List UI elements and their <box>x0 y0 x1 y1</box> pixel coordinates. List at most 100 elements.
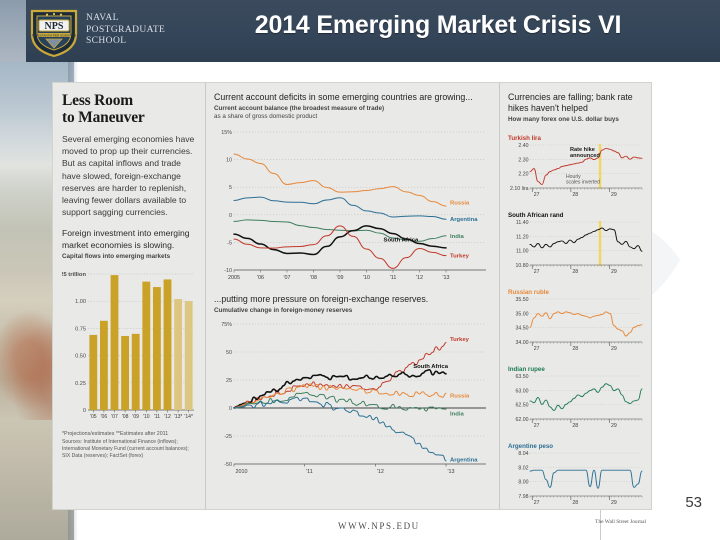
svg-text:29: 29 <box>611 269 617 275</box>
wsj-infographic: Less Room to Maneuver Several emerging e… <box>52 82 653 525</box>
svg-text:27: 27 <box>534 500 540 506</box>
graphic-lede: Several emerging economies have moved to… <box>62 134 195 218</box>
svg-text:11.00: 11.00 <box>516 249 529 255</box>
svg-text:Argentina: Argentina <box>450 458 478 464</box>
svg-text:11.20: 11.20 <box>516 235 529 241</box>
svg-text:'06: '06 <box>257 275 264 281</box>
svg-text:PRAESTANTIA PER SCIENTIAM: PRAESTANTIA PER SCIENTIAM <box>32 33 77 37</box>
wordmark-line-3: SCHOOL <box>86 36 127 46</box>
header-left-notch <box>0 0 26 62</box>
svg-text:South Africa: South Africa <box>384 238 420 244</box>
svg-text:2005: 2005 <box>228 275 240 281</box>
reserves-sub: Cumulative change in foreign-money reser… <box>214 307 353 315</box>
svg-text:28: 28 <box>572 192 578 198</box>
svg-text:Hourly: Hourly <box>566 174 581 180</box>
capital-flows-bar-chart: $1.25 trillion 1.00 0.75 0.50 0.25 0 '05 '06'07… <box>62 264 196 429</box>
current-account-title: Current account deficits in some emergin… <box>214 92 473 102</box>
svg-text:'10: '10 <box>363 275 370 281</box>
wordmark-line-1: NAVAL <box>86 13 119 23</box>
svg-text:0.50: 0.50 <box>75 354 86 360</box>
svg-text:29: 29 <box>611 346 617 352</box>
svg-text:2.10 lira: 2.10 lira <box>510 186 529 192</box>
svg-text:63.50: 63.50 <box>516 374 529 380</box>
svg-text:scales inverted: scales inverted <box>566 180 600 186</box>
svg-text:34.50: 34.50 <box>516 326 529 332</box>
svg-text:$1.25 trillion: $1.25 trillion <box>62 272 86 278</box>
svg-text:'13: '13 <box>442 275 449 281</box>
nps-wordmark: NAVAL POSTGRADUATE SCHOOL <box>86 13 165 48</box>
svg-text:28: 28 <box>572 423 578 429</box>
svg-text:0: 0 <box>229 406 232 412</box>
svg-text:28: 28 <box>572 500 578 506</box>
svg-text:'13: '13 <box>448 469 455 475</box>
svg-text:2.40: 2.40 <box>518 143 528 149</box>
svg-text:Russian ruble: Russian ruble <box>508 289 549 296</box>
svg-text:8.04: 8.04 <box>518 451 528 457</box>
svg-text:'13*: '13* <box>174 414 183 420</box>
wordmark-line-2: POSTGRADUATE <box>86 24 166 35</box>
svg-text:'10: '10 <box>143 414 150 420</box>
svg-text:29: 29 <box>611 423 617 429</box>
svg-text:62.50: 62.50 <box>516 403 529 409</box>
svg-text:'07: '07 <box>283 275 290 281</box>
svg-text:50: 50 <box>226 350 232 356</box>
slide-header: NPS PRAESTANTIA PER SCIENTIAM NAVAL POST… <box>0 0 720 62</box>
svg-text:8.00: 8.00 <box>518 480 528 486</box>
svg-text:10: 10 <box>226 158 232 164</box>
svg-text:'12: '12 <box>377 469 384 475</box>
svg-text:34.00: 34.00 <box>516 340 529 346</box>
svg-text:5: 5 <box>229 185 232 191</box>
svg-text:Turkey: Turkey <box>450 254 470 260</box>
svg-text:'09: '09 <box>336 275 343 281</box>
svg-text:0: 0 <box>83 408 86 414</box>
svg-text:27: 27 <box>534 269 540 275</box>
svg-text:25: 25 <box>226 378 232 384</box>
svg-text:29: 29 <box>611 192 617 198</box>
svg-text:29: 29 <box>611 500 617 506</box>
svg-text:'07: '07 <box>111 414 118 420</box>
reserves-line-chart: 75% 50 25 0 -25 -50 2010 '11 '12 '13 Turkey South A… <box>214 316 491 484</box>
svg-text:2010: 2010 <box>236 469 248 475</box>
svg-text:35.50: 35.50 <box>516 297 529 303</box>
svg-text:0.25: 0.25 <box>75 381 86 387</box>
svg-text:2.30: 2.30 <box>518 158 528 164</box>
svg-text:'08: '08 <box>310 275 317 281</box>
svg-text:8.02: 8.02 <box>518 466 528 472</box>
svg-text:Russia: Russia <box>450 201 470 207</box>
svg-text:10.80: 10.80 <box>516 263 529 269</box>
page-title: 2014 Emerging Market Crisis VI <box>254 11 622 39</box>
graphic-kicker-line1: Less Room <box>62 92 133 109</box>
svg-text:27: 27 <box>534 346 540 352</box>
svg-text:South Africa: South Africa <box>413 364 449 370</box>
svg-text:Indian rupee: Indian rupee <box>508 366 545 373</box>
svg-text:7.98: 7.98 <box>518 494 528 500</box>
svg-text:'11: '11 <box>306 469 313 475</box>
nps-seal-icon: NPS PRAESTANTIA PER SCIENTIAM <box>28 6 80 58</box>
svg-text:0.75: 0.75 <box>75 327 86 333</box>
svg-text:-50: -50 <box>224 462 232 468</box>
graphic-left-column: Less Room to Maneuver Several emerging e… <box>53 83 205 509</box>
current-account-sub-2: as a share of gross domestic product <box>214 113 318 121</box>
currencies-sub: How many forex one U.S. dollar buys <box>508 116 619 124</box>
svg-text:South African rand: South African rand <box>508 212 564 219</box>
capital-flows-footnote: *Projections/estimates **Estimates after… <box>62 431 169 438</box>
svg-text:-25: -25 <box>224 434 232 440</box>
svg-text:1.00: 1.00 <box>75 299 86 305</box>
svg-text:27: 27 <box>534 192 540 198</box>
svg-text:28: 28 <box>572 269 578 275</box>
svg-text:'14*: '14* <box>184 414 193 420</box>
capital-flows-chart-sub: Capital flows into emerging markets <box>62 253 171 261</box>
svg-text:India: India <box>450 412 464 418</box>
graphic-right-column: Currencies are falling; bank rate hikes … <box>499 83 653 525</box>
svg-text:'05: '05 <box>90 414 97 420</box>
svg-text:Argentina: Argentina <box>450 217 478 223</box>
svg-text:28: 28 <box>572 346 578 352</box>
svg-text:2.20: 2.20 <box>518 172 528 178</box>
graphic-kicker-line2: to Maneuver <box>62 109 145 126</box>
svg-text:Turkish lira: Turkish lira <box>508 135 541 142</box>
svg-text:'12: '12 <box>416 275 423 281</box>
current-account-sub-1: Current account balance (the broadest me… <box>214 105 385 113</box>
svg-text:Russia: Russia <box>450 394 470 400</box>
graphic-source-line: Sources: Institute of International Fina… <box>62 439 189 460</box>
